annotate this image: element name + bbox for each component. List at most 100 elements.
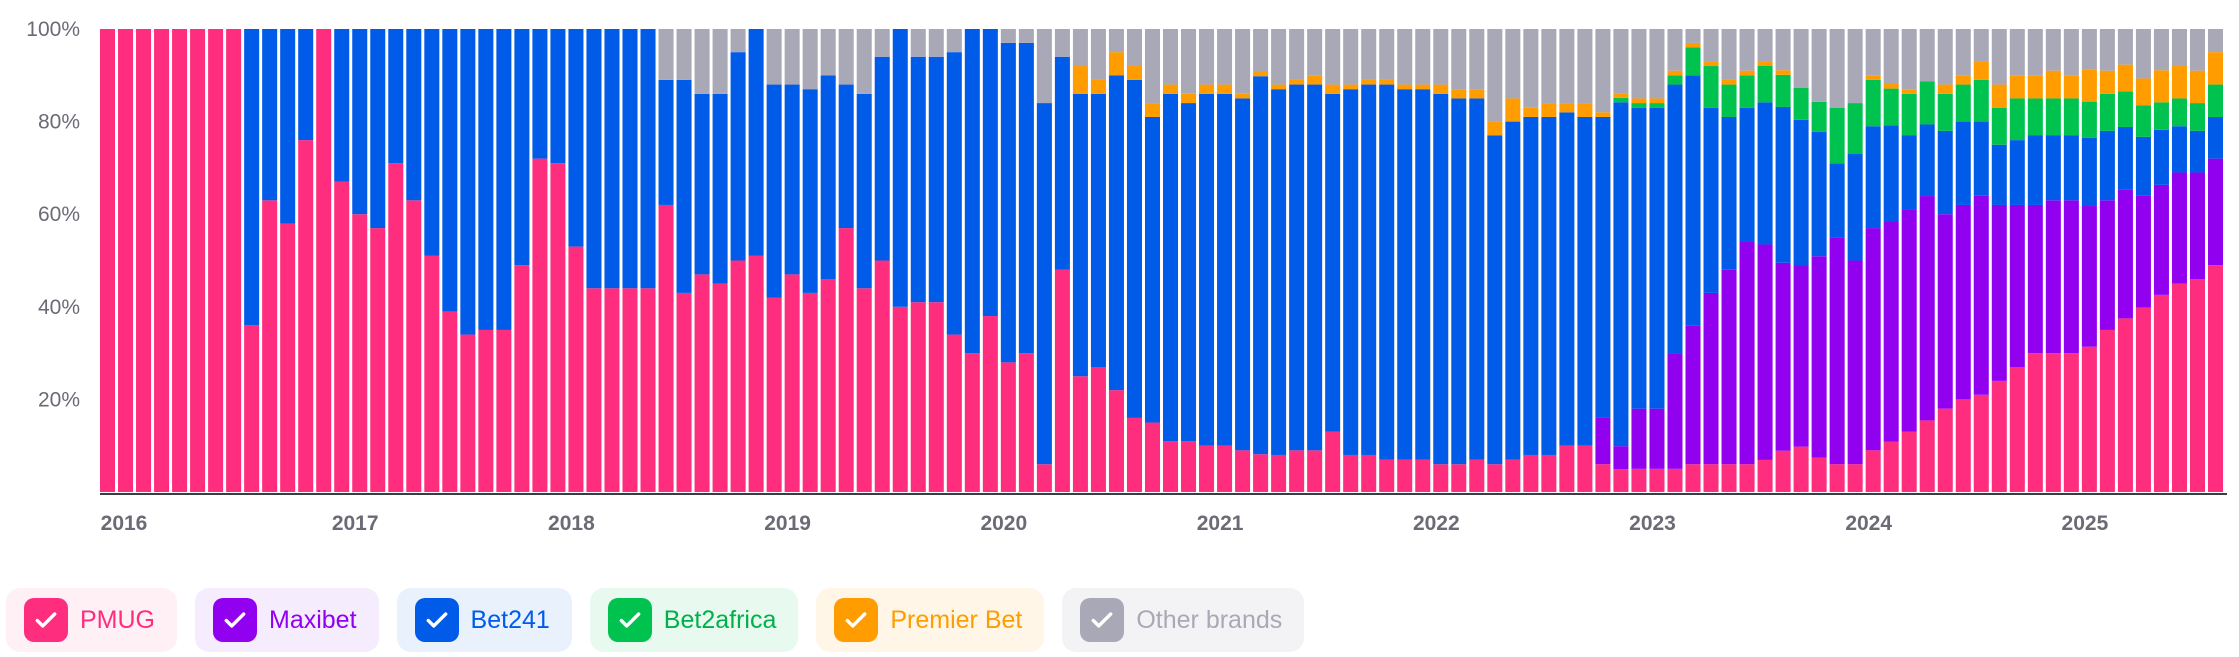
bar-segment-pmug[interactable] (280, 223, 296, 492)
bar-segment-pmug[interactable] (460, 334, 476, 492)
bar-segment-bet2africa[interactable] (1991, 107, 2007, 145)
bar-segment-pmug[interactable] (1559, 445, 1575, 492)
bar-segment-premier-bet[interactable] (1649, 98, 1665, 104)
bar-segment-other-brands[interactable] (1937, 29, 1953, 85)
bar-segment-pmug[interactable] (640, 288, 656, 492)
bar-segment-pmug[interactable] (1703, 464, 1719, 492)
bar-segment-maxibet[interactable] (1811, 256, 1827, 458)
bar-segment-pmug[interactable] (1018, 353, 1034, 492)
bar-segment-premier-bet[interactable] (1199, 84, 1215, 94)
bar-segment-premier-bet[interactable] (1667, 70, 1683, 76)
bar-segment-bet241[interactable] (2027, 135, 2043, 205)
bar-segment-other-brands[interactable] (730, 29, 746, 53)
bar-segment-maxibet[interactable] (1757, 244, 1773, 460)
bar-segment-bet241[interactable] (694, 93, 710, 275)
bar-segment-premier-bet[interactable] (1217, 84, 1233, 94)
bar-segment-pmug[interactable] (2099, 329, 2115, 492)
bar-segment-bet241[interactable] (658, 79, 674, 205)
bar-segment-bet241[interactable] (1307, 84, 1323, 451)
bar-segment-premier-bet[interactable] (1144, 103, 1160, 117)
bar-segment-bet2africa[interactable] (2045, 98, 2061, 136)
bar-segment-bet241[interactable] (586, 29, 602, 289)
bar-segment-bet241[interactable] (730, 52, 746, 261)
bar-segment-pmug[interactable] (1919, 420, 1935, 492)
bar-segment-bet241[interactable] (766, 84, 782, 298)
bar-segment-pmug[interactable] (2135, 307, 2151, 492)
bar-segment-other-brands[interactable] (1397, 29, 1413, 85)
bar-segment-bet241[interactable] (1559, 112, 1575, 446)
bar-segment-other-brands[interactable] (1307, 29, 1323, 76)
bar-segment-other-brands[interactable] (676, 29, 692, 80)
bar-segment-maxibet[interactable] (1973, 195, 1989, 395)
bar-segment-premier-bet[interactable] (1235, 93, 1251, 99)
bar-segment-other-brands[interactable] (1613, 29, 1629, 94)
bar-segment-premier-bet[interactable] (1469, 89, 1485, 99)
bar-segment-pmug[interactable] (964, 353, 980, 492)
bar-segment-premier-bet[interactable] (1163, 84, 1179, 94)
bar-segment-premier-bet[interactable] (1577, 103, 1593, 117)
bar-segment-other-brands[interactable] (2153, 29, 2169, 71)
bar-segment-pmug[interactable] (1649, 468, 1665, 492)
bar-segment-bet241[interactable] (1018, 42, 1034, 354)
bar-segment-other-brands[interactable] (1433, 29, 1449, 85)
bar-segment-bet241[interactable] (514, 29, 530, 266)
bar-segment-bet241[interactable] (856, 93, 872, 289)
bar-segment-premier-bet[interactable] (1595, 112, 1611, 117)
bar-segment-bet2africa[interactable] (1919, 81, 1935, 125)
bar-segment-other-brands[interactable] (946, 29, 962, 53)
bar-segment-premier-bet[interactable] (2153, 70, 2169, 103)
bar-segment-pmug[interactable] (514, 265, 530, 492)
bar-segment-other-brands[interactable] (1451, 29, 1467, 90)
bar-segment-bet241[interactable] (2189, 130, 2205, 173)
bar-segment-bet2africa[interactable] (2063, 98, 2079, 136)
bar-segment-bet241[interactable] (1217, 93, 1233, 446)
bar-segment-pmug[interactable] (1901, 431, 1917, 492)
bar-segment-pmug[interactable] (730, 260, 746, 493)
bar-segment-maxibet[interactable] (1901, 209, 1917, 432)
bar-segment-bet241[interactable] (748, 29, 764, 256)
bar-segment-bet2africa[interactable] (1739, 75, 1755, 108)
bar-segment-bet2africa[interactable] (2135, 105, 2151, 137)
bar-segment-maxibet[interactable] (1649, 408, 1665, 469)
bar-segment-bet2africa[interactable] (1973, 79, 1989, 122)
bar-segment-maxibet[interactable] (2045, 200, 2061, 354)
bar-segment-other-brands[interactable] (1703, 29, 1719, 62)
bar-segment-pmug[interactable] (1685, 464, 1701, 492)
bar-segment-pmug[interactable] (892, 306, 908, 492)
bar-segment-bet2africa[interactable] (2009, 98, 2025, 141)
bar-segment-premier-bet[interactable] (2099, 70, 2115, 94)
bar-segment-other-brands[interactable] (838, 29, 854, 85)
bar-segment-other-brands[interactable] (1487, 29, 1503, 122)
bar-segment-maxibet[interactable] (1991, 204, 2007, 381)
bar-segment-bet241[interactable] (892, 29, 908, 307)
bar-segment-pmug[interactable] (1613, 469, 1629, 492)
bar-segment-pmug[interactable] (1433, 464, 1449, 492)
bar-segment-bet241[interactable] (1253, 76, 1269, 455)
bar-segment-pmug[interactable] (1883, 441, 1899, 492)
bar-segment-bet241[interactable] (1036, 103, 1052, 465)
bar-segment-bet241[interactable] (1991, 144, 2007, 205)
bar-segment-bet241[interactable] (640, 29, 656, 289)
bar-segment-pmug[interactable] (2081, 346, 2097, 492)
bar-segment-premier-bet[interactable] (1181, 93, 1197, 104)
bar-segment-bet241[interactable] (1108, 75, 1124, 391)
bar-segment-pmug[interactable] (550, 163, 566, 492)
bar-segment-other-brands[interactable] (1577, 29, 1593, 104)
bar-segment-bet241[interactable] (2063, 135, 2079, 201)
bar-segment-other-brands[interactable] (658, 29, 674, 80)
bar-segment-other-brands[interactable] (766, 29, 782, 85)
bar-segment-other-brands[interactable] (1090, 29, 1106, 80)
bar-segment-bet2africa[interactable] (2189, 103, 2205, 131)
bar-segment-pmug[interactable] (496, 329, 512, 492)
bar-segment-premier-bet[interactable] (2027, 75, 2043, 99)
bar-segment-maxibet[interactable] (2189, 172, 2205, 280)
bar-segment-bet2africa[interactable] (1937, 93, 1953, 131)
bar-segment-maxibet[interactable] (1667, 353, 1683, 469)
bar-segment-other-brands[interactable] (910, 29, 926, 57)
bar-segment-other-brands[interactable] (1361, 29, 1377, 80)
bar-segment-other-brands[interactable] (1126, 29, 1142, 67)
bar-segment-bet2africa[interactable] (1685, 47, 1701, 76)
bar-segment-pmug[interactable] (100, 29, 116, 492)
bar-segment-maxibet[interactable] (1937, 214, 1953, 409)
bar-segment-premier-bet[interactable] (1415, 84, 1431, 90)
